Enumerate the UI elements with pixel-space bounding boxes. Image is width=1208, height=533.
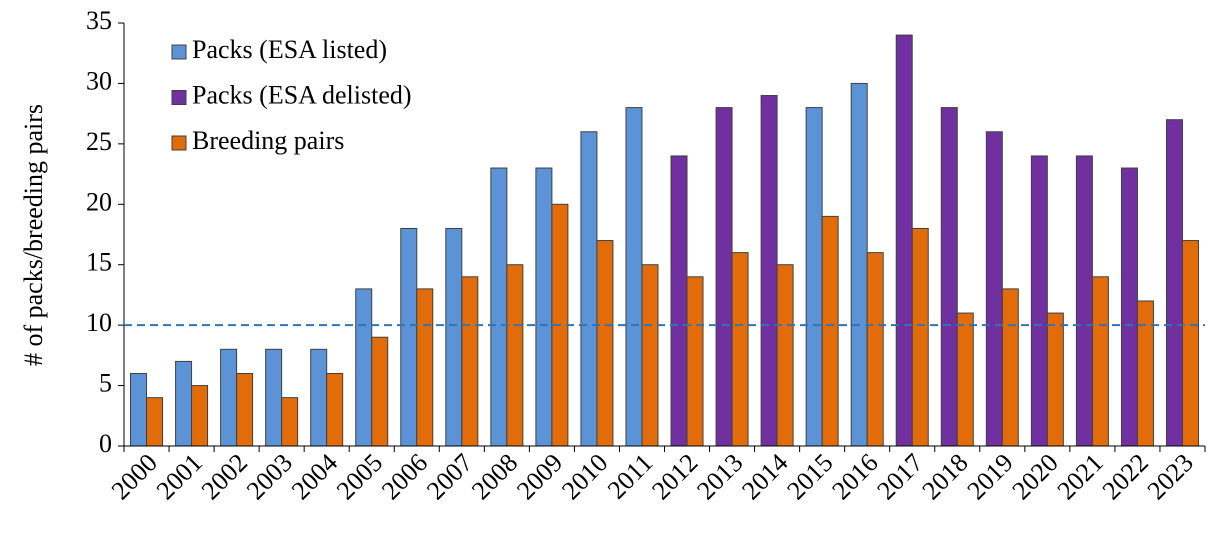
bar: [1181, 240, 1199, 447]
x-tick-label: 2015: [781, 448, 838, 505]
bar: [1091, 276, 1109, 447]
bar: [310, 348, 328, 447]
bar: [355, 288, 373, 447]
legend-label: Breeding pairs: [192, 126, 344, 155]
bar: [911, 227, 929, 447]
bar: [625, 107, 643, 447]
bar: [580, 131, 598, 447]
x-tick-label: 2005: [331, 448, 388, 505]
legend-label: Packs (ESA delisted): [192, 80, 412, 109]
bar: [1075, 155, 1093, 447]
x-tick-label: 2022: [1097, 448, 1154, 505]
x-tick-label: 2008: [466, 448, 523, 505]
legend-swatch: [171, 135, 187, 151]
x-tick-label: 2012: [646, 448, 703, 505]
bar: [1120, 167, 1138, 447]
x-tick-label: 2013: [691, 448, 748, 505]
bar: [956, 312, 974, 447]
bar: [146, 397, 164, 447]
bar: [596, 240, 614, 447]
bar: [641, 264, 659, 447]
bar: [670, 155, 688, 447]
y-tick-label: 15: [86, 248, 112, 277]
bar: [821, 215, 839, 447]
x-tick-label: 2017: [871, 448, 928, 505]
bar: [445, 227, 463, 447]
bar: [1136, 300, 1154, 447]
bar: [850, 82, 868, 447]
x-tick-label: 2010: [556, 448, 613, 505]
x-tick-label: 2000: [106, 448, 163, 505]
bar: [940, 107, 958, 447]
bar: [776, 264, 794, 447]
x-tick-label: 2001: [151, 448, 208, 505]
bar: [535, 167, 553, 447]
bar: [1001, 288, 1019, 447]
x-tick-label: 2006: [376, 448, 433, 505]
bar: [985, 131, 1003, 447]
x-tick-label: 2018: [916, 448, 973, 505]
bar: [371, 336, 389, 447]
x-tick-label: 2009: [511, 448, 568, 505]
x-tick-label: 2016: [826, 448, 883, 505]
bar: [1046, 312, 1064, 447]
legend-swatch: [171, 44, 187, 60]
bar: [1030, 155, 1048, 447]
bar: [1165, 119, 1183, 447]
y-tick-label: 10: [86, 308, 112, 337]
x-tick-label: 2020: [1007, 448, 1064, 505]
bar: [866, 252, 884, 447]
y-tick-label: 5: [99, 369, 112, 398]
bar: [400, 227, 418, 447]
x-tick-label: 2011: [602, 448, 659, 505]
legend-swatch: [171, 90, 187, 105]
bar: [490, 167, 508, 447]
bar: [731, 252, 749, 447]
x-tick-label: 2004: [286, 448, 343, 505]
bar: [281, 397, 299, 447]
bar: [895, 34, 913, 447]
bar: [220, 348, 238, 447]
y-tick-label: 35: [86, 6, 112, 35]
bar: [715, 107, 733, 447]
x-tick-label: 2023: [1142, 448, 1199, 505]
y-tick-label: 30: [86, 66, 112, 95]
x-tick-label: 2003: [241, 448, 298, 505]
bar: [236, 372, 254, 447]
bar: [191, 385, 209, 447]
x-tick-label: 2007: [421, 448, 478, 505]
y-tick-label: 20: [86, 187, 112, 216]
x-tick-label: 2019: [962, 448, 1019, 505]
bar: [760, 95, 778, 447]
y-axis-label: # of packs/breeding pairs: [19, 104, 48, 366]
bar: [461, 276, 479, 447]
legend-label: Packs (ESA listed): [192, 35, 387, 64]
bar: [416, 288, 434, 447]
x-tick-label: 2002: [196, 448, 253, 505]
bar: [326, 372, 344, 447]
x-tick-label: 2021: [1052, 448, 1109, 505]
bar: [805, 107, 823, 447]
bar: [265, 348, 283, 447]
x-tick-label: 2014: [736, 448, 793, 505]
bar: [686, 276, 704, 447]
bar: [130, 372, 148, 447]
y-tick-label: 25: [86, 127, 112, 156]
y-tick-label: 0: [99, 429, 112, 458]
bar: [506, 264, 524, 447]
bar: [175, 360, 193, 447]
